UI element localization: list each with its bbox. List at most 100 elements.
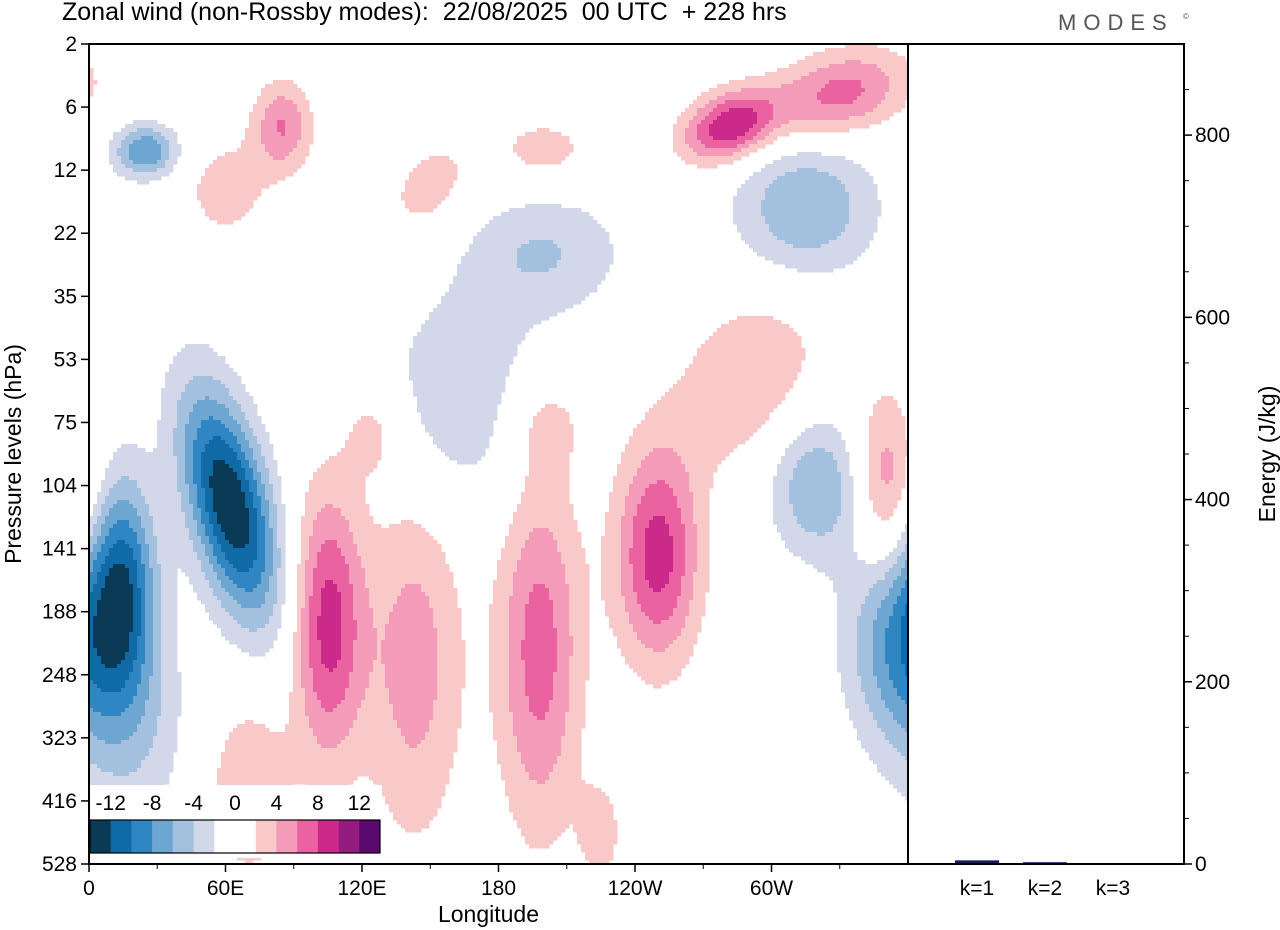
heatmap-cell xyxy=(137,492,142,497)
heatmap-cell xyxy=(237,160,242,165)
heatmap-cell xyxy=(145,736,150,741)
heatmap-cell xyxy=(169,508,174,513)
heatmap-cell xyxy=(133,616,138,621)
heatmap-cell xyxy=(117,144,122,149)
heatmap-cell xyxy=(105,600,110,605)
heatmap-cell xyxy=(205,544,210,549)
heatmap-cell xyxy=(241,532,246,537)
heatmap-cell xyxy=(133,604,138,609)
heatmap-cell xyxy=(133,548,138,553)
heatmap-cell xyxy=(169,444,174,449)
heatmap-cell xyxy=(205,448,210,453)
heatmap-cell xyxy=(141,688,146,693)
heatmap-cell xyxy=(173,572,178,577)
heatmap-cell xyxy=(145,688,150,693)
heatmap-cell xyxy=(145,700,150,705)
heatmap-cell xyxy=(121,476,126,481)
heatmap-cell xyxy=(149,552,154,557)
heatmap-cell xyxy=(121,780,126,785)
heatmap-cell xyxy=(221,444,226,449)
heatmap-cell xyxy=(297,120,302,125)
heatmap-cell xyxy=(101,700,106,705)
heatmap-cell xyxy=(213,524,218,529)
heatmap-cell xyxy=(233,596,238,601)
heatmap-cell xyxy=(241,432,246,437)
heatmap-cell xyxy=(185,416,190,421)
heatmap-cell xyxy=(273,120,278,125)
heatmap-cell xyxy=(261,604,266,609)
heatmap-cell xyxy=(173,492,178,497)
heatmap-cell xyxy=(137,472,142,477)
heatmap-cell xyxy=(245,432,250,437)
heatmap-cell xyxy=(209,412,214,417)
heatmap-cell xyxy=(213,408,218,413)
heatmap-cell xyxy=(153,576,158,581)
heatmap-cell xyxy=(129,776,134,781)
heatmap-cell xyxy=(257,856,262,861)
heatmap-cell xyxy=(149,144,154,149)
heatmap-cell xyxy=(257,580,262,585)
heatmap-cell xyxy=(113,748,118,753)
heatmap-cell xyxy=(277,100,282,105)
heatmap-cell xyxy=(261,512,266,517)
heatmap-cell xyxy=(225,532,230,537)
heatmap-cell xyxy=(169,532,174,537)
heatmap-cell xyxy=(141,140,146,145)
heatmap-cell xyxy=(185,552,190,557)
heatmap-cell xyxy=(277,508,282,513)
heatmap-cell xyxy=(257,432,262,437)
heatmap-cell xyxy=(137,136,142,141)
heatmap-cell xyxy=(273,472,278,477)
heatmap-cell xyxy=(293,108,298,113)
heatmap-cell xyxy=(205,608,210,613)
heatmap-cell xyxy=(249,412,254,417)
heatmap-cell xyxy=(253,436,258,441)
heatmap-cell xyxy=(269,592,274,597)
heatmap-cell xyxy=(89,780,94,785)
heatmap-cell xyxy=(237,760,242,765)
heatmap-cell xyxy=(269,560,274,565)
heatmap-cell xyxy=(153,136,158,141)
heatmap-cell xyxy=(121,608,126,613)
heatmap-cell xyxy=(193,396,198,401)
heatmap-cell xyxy=(165,628,170,633)
heatmap-cell xyxy=(133,560,138,565)
heatmap-cell xyxy=(249,644,254,649)
heatmap-cell xyxy=(197,364,202,369)
heatmap-cell xyxy=(153,692,158,697)
heatmap-cell xyxy=(265,100,270,105)
heatmap-cell xyxy=(237,780,242,785)
heatmap-cell xyxy=(181,392,186,397)
heatmap-cell xyxy=(165,492,170,497)
heatmap-cell xyxy=(245,528,250,533)
heatmap-cell xyxy=(133,176,138,181)
heatmap-cell xyxy=(157,736,162,741)
heatmap-cell xyxy=(117,464,122,469)
heatmap-cell xyxy=(277,564,282,569)
heatmap-cell xyxy=(261,432,266,437)
heatmap-cell xyxy=(169,368,174,373)
heatmap-cell xyxy=(229,172,234,177)
heatmap-cell xyxy=(153,636,158,641)
heatmap-cell xyxy=(257,428,262,433)
heatmap-cell xyxy=(141,756,146,761)
heatmap-cell xyxy=(237,196,242,201)
heatmap-cell xyxy=(297,108,302,113)
heatmap-cell xyxy=(225,540,230,545)
heatmap-cell xyxy=(185,436,190,441)
heatmap-cell xyxy=(241,764,246,769)
heatmap-cell xyxy=(245,540,250,545)
heatmap-cell xyxy=(137,624,142,629)
heatmap-cell xyxy=(257,512,262,517)
heatmap-cell xyxy=(165,444,170,449)
heatmap-cell xyxy=(113,168,118,173)
heatmap-cell xyxy=(285,160,290,165)
heatmap-cell xyxy=(233,156,238,161)
heatmap-cell xyxy=(153,644,158,649)
heatmap-cell xyxy=(249,428,254,433)
heatmap-cell xyxy=(137,712,142,717)
heatmap-cell xyxy=(201,572,206,577)
heatmap-cell xyxy=(165,748,170,753)
heatmap-cell xyxy=(233,184,238,189)
heatmap-cell xyxy=(261,516,266,521)
